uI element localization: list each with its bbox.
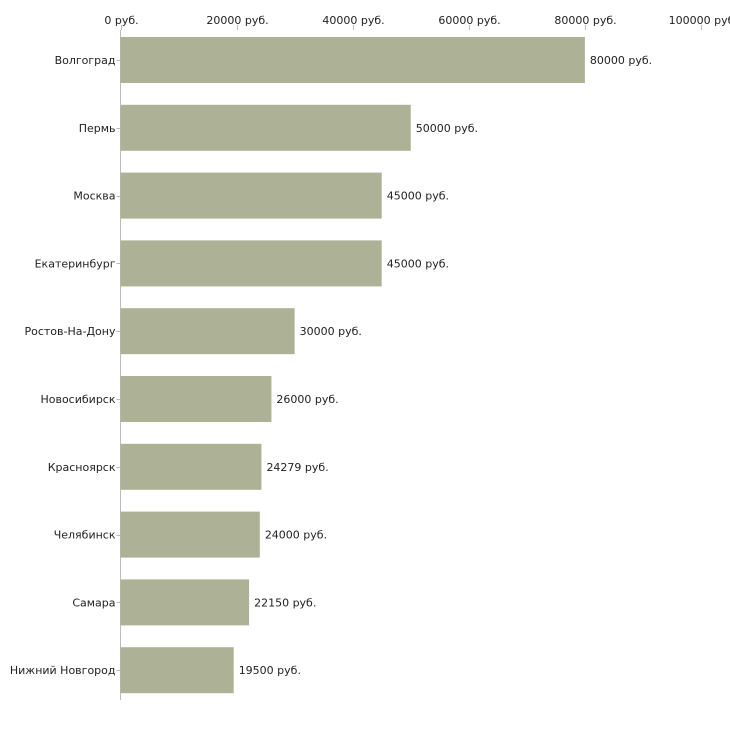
x-tick-label: 0 руб. (104, 14, 138, 27)
value-label: 24000 руб. (265, 529, 327, 542)
category-label: Екатеринбург (35, 257, 116, 270)
value-label: 45000 руб. (387, 190, 449, 203)
x-tick-label: 20000 руб. (206, 14, 268, 27)
bar (120, 37, 585, 83)
value-label: 22150 руб. (254, 596, 316, 609)
category-label: Волгоград (55, 54, 116, 67)
category-label: Нижний Новгород (10, 664, 116, 677)
bar (120, 172, 382, 219)
bar (120, 376, 272, 422)
category-label: Пермь (79, 122, 116, 135)
value-label: 45000 руб. (387, 257, 449, 270)
bar (120, 443, 262, 490)
value-label: 24279 руб. (266, 461, 328, 474)
bar (120, 579, 250, 626)
bar (120, 104, 411, 151)
category-label: Ростов-На-Дону (24, 325, 115, 338)
bar (120, 511, 260, 558)
category-label: Москва (73, 190, 115, 203)
axis-layer: 0 руб. 20000 руб. 40000 руб. 60000 руб. 8000… (104, 14, 730, 700)
x-tick-label: 40000 руб. (322, 14, 384, 27)
category-label: Красноярск (48, 461, 116, 474)
x-tick-label: 80000 руб. (554, 14, 616, 27)
bar (120, 647, 234, 694)
bars-layer (120, 37, 585, 694)
bar (120, 240, 382, 287)
x-tick-label: 60000 руб. (438, 14, 500, 27)
value-label: 19500 руб. (239, 664, 301, 677)
value-label: 26000 руб. (276, 393, 338, 406)
labels-layer: Волгоград 80000 руб. Пермь 50000 руб. Москва… (10, 54, 652, 677)
bar (120, 308, 295, 355)
value-label: 80000 руб. (590, 54, 652, 67)
category-label: Новосибирск (40, 393, 115, 406)
category-label: Самара (72, 596, 115, 609)
category-label: Челябинск (54, 529, 116, 542)
x-tick-label: 100000 руб (669, 14, 730, 27)
value-label: 30000 руб. (300, 325, 362, 338)
value-label: 50000 руб. (416, 122, 478, 135)
